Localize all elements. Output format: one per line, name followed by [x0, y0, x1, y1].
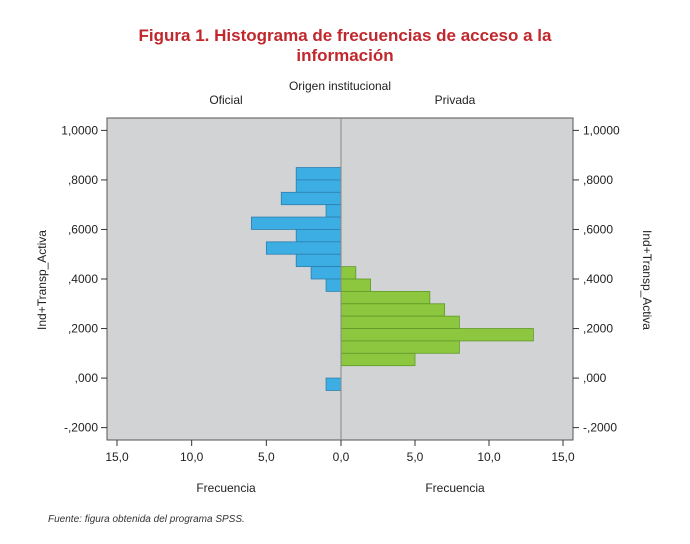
oficial-bar — [295, 179, 342, 193]
oficial-bar — [325, 377, 342, 391]
privada-bar — [340, 315, 460, 329]
oficial-bar — [310, 266, 342, 280]
y-tick-label-right: ,2000 — [583, 322, 613, 336]
figure-title-line-1: Figura 1. Histograma de frecuencias de a… — [138, 26, 552, 45]
oficial-bar — [325, 204, 342, 218]
x-tick-label-privada: 15,0 — [551, 450, 575, 464]
privada-bar — [340, 290, 431, 305]
axis-labels: 1,0000 1,0000 ,8000 ,8000 ,6000 ,6000 ,4000 ,40… — [35, 79, 654, 495]
x-tick-label-privada: 10,0 — [477, 450, 501, 464]
privada-bar — [340, 340, 460, 354]
y-tick-label-left: 1,0000 — [61, 123, 98, 137]
y-tick-label-right: 1,0000 — [583, 123, 620, 137]
axes — [101, 129, 579, 446]
oficial-bar — [295, 229, 342, 243]
y-tick-label-left: ,4000 — [68, 272, 98, 286]
privada-bar — [340, 352, 416, 367]
oficial-bar — [295, 253, 342, 268]
privada-bar — [340, 303, 445, 317]
panel-label-oficial: Oficial — [209, 93, 242, 107]
oficial-bar — [295, 167, 342, 181]
y-tick-label-left: ,8000 — [68, 173, 98, 187]
y-tick-label-right: ,4000 — [583, 272, 613, 286]
x-tick-label-oficial: 5,0 — [258, 450, 275, 464]
x-tick-label-oficial: 15,0 — [105, 450, 129, 464]
y-tick-label-right: ,000 — [583, 371, 607, 385]
oficial-bar — [250, 216, 342, 230]
y-tick-label-left: ,6000 — [68, 222, 98, 236]
figure-title-line-2: información — [296, 46, 394, 65]
y-tick-label-left: -,2000 — [64, 421, 98, 435]
privada-bar — [340, 266, 357, 280]
y-tick-label-right: ,6000 — [583, 222, 613, 236]
x-tick-label-privada: 5,0 — [407, 450, 424, 464]
panel-group-label: Origen institucional — [289, 79, 391, 93]
figure-title: Figura 1. Histograma de frecuencias de a… — [0, 26, 690, 66]
panel-label-privada: Privada — [435, 93, 476, 107]
privada-bar — [340, 278, 372, 292]
x-axis-label-oficial: Frecuencia — [196, 481, 256, 495]
privada-bar — [340, 328, 534, 342]
y-tick-label-left: ,000 — [75, 371, 99, 385]
y-tick-label-left: ,2000 — [68, 322, 98, 336]
y-tick-label-right: ,8000 — [583, 173, 613, 187]
y-tick-label-right: -,2000 — [583, 421, 617, 435]
privada-bars — [340, 266, 534, 367]
figure-source-note: Fuente: figura obtenida del programa SPS… — [48, 514, 245, 525]
x-tick-label-oficial: 0,0 — [333, 450, 350, 464]
y-axis-label-left: Ind+Transp_Activa — [35, 230, 49, 330]
oficial-bar — [325, 278, 342, 292]
oficial-bars — [250, 167, 342, 391]
oficial-bar — [265, 241, 342, 255]
x-axis-label-privada: Frecuencia — [425, 481, 485, 495]
x-tick-label-oficial: 10,0 — [180, 450, 204, 464]
y-axis-label-right: Ind+Transp_Activa — [640, 230, 654, 330]
oficial-bar — [280, 191, 342, 206]
